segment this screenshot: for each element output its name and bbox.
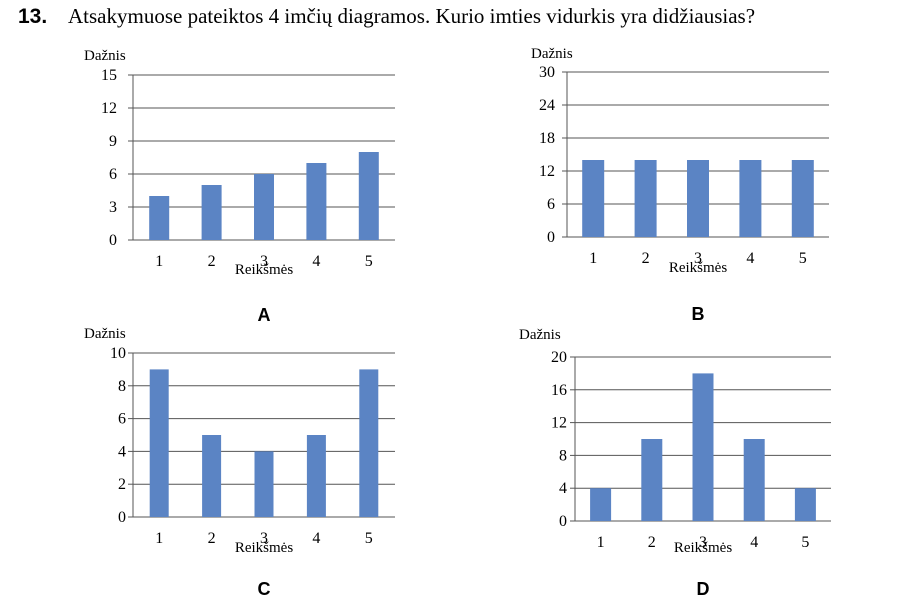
chart-b-answer-letter: B	[692, 304, 705, 324]
chart-a-ytick-label: 12	[101, 100, 117, 117]
chart-a-xtick-label: 1	[155, 253, 163, 270]
chart-b-bar	[739, 160, 762, 237]
chart-d-ytick-label: 4	[559, 480, 567, 497]
chart-c-ytick-label: 4	[118, 443, 126, 460]
chart-c-ytick-label: 0	[118, 509, 126, 526]
chart-d-xtick-label: 2	[648, 534, 656, 551]
chart-a-xtick-label: 5	[365, 253, 373, 270]
chart-c-ytick-label: 8	[118, 378, 126, 395]
chart-b-ytick-label: 0	[547, 229, 555, 246]
chart-d-xtick-label: 3	[699, 534, 707, 551]
chart-c-bar	[149, 369, 169, 517]
chart-a-bar	[149, 196, 170, 240]
chart-b-bar	[582, 160, 605, 237]
chart-b-xtick-label: 2	[642, 250, 650, 267]
chart-d-bar	[743, 439, 765, 521]
chart-a-ytick-label: 15	[101, 67, 117, 84]
chart-d-ytick-label: 8	[559, 447, 567, 464]
chart-c-bar	[202, 435, 222, 517]
chart-b-xlabel: Reikšmės	[669, 260, 727, 276]
chart-d-xtick-label: 1	[597, 534, 605, 551]
chart-c-ytick-label: 10	[110, 345, 126, 362]
chart-b-ylabel: Dažnis	[531, 46, 573, 62]
question: 13. Atsakymuose pateiktos 4 imčių diagram…	[18, 4, 755, 29]
chart-d-ytick-label: 16	[551, 382, 567, 399]
chart-a-bar	[254, 174, 274, 240]
chart-d-xtick-label: 5	[801, 534, 809, 551]
chart-a-answer-letter: A	[258, 305, 271, 325]
chart-a-ytick-label: 6	[109, 166, 117, 183]
chart-b-xtick-label: 5	[799, 250, 807, 267]
chart-b-ytick-label: 24	[539, 97, 555, 114]
question-text: Atsakymuose pateiktos 4 imčių diagramos.…	[68, 4, 756, 28]
chart-c-ytick-label: 2	[118, 476, 126, 493]
chart-a-ylabel: Dažnis	[84, 48, 126, 64]
chart-c-xtick-label: 3	[260, 530, 268, 547]
chart-a-xlabel: Reikšmės	[235, 262, 293, 278]
chart-b-ytick-label: 30	[539, 64, 555, 81]
chart-c-xlabel: Reikšmės	[235, 540, 293, 556]
chart-b-bar	[687, 160, 709, 237]
chart-c-bar	[359, 369, 379, 517]
chart-a-xtick-label: 2	[208, 253, 216, 270]
chart-b-ytick-label: 18	[539, 130, 555, 147]
chart-a-ytick-label: 3	[109, 199, 117, 216]
chart-a-xtick-label: 4	[312, 253, 320, 270]
chart-d-xtick-label: 4	[750, 534, 758, 551]
chart-a-xtick-label: 3	[260, 253, 268, 270]
chart-a-bar	[201, 185, 222, 240]
chart-a-bar	[358, 152, 379, 240]
chart-d-ytick-label: 0	[559, 513, 567, 530]
chart-c-xtick-label: 5	[365, 530, 373, 547]
chart-d-bar	[590, 488, 612, 521]
chart-d-xlabel: Reikšmės	[674, 540, 732, 556]
chart-c-bar	[254, 451, 274, 517]
chart-a-ytick-label: 0	[109, 232, 117, 249]
chart-b-xtick-label: 1	[589, 250, 597, 267]
chart-c-answer-letter: C	[258, 579, 271, 599]
question-number: 13.	[18, 5, 48, 28]
chart-d-bar	[692, 373, 714, 521]
chart-a-ytick-label: 9	[109, 133, 117, 150]
chart-b-ytick-label: 12	[539, 163, 555, 180]
chart-c-bar	[306, 435, 326, 517]
chart-d-answer-letter: D	[697, 579, 710, 599]
chart-c-ytick-label: 6	[118, 411, 126, 428]
chart-c-xtick-label: 1	[155, 530, 163, 547]
chart-d-ytick-label: 12	[551, 415, 567, 432]
chart-b-ytick-label: 6	[547, 196, 555, 213]
chart-a-bar	[306, 163, 327, 240]
chart-b-xtick-label: 4	[746, 250, 754, 267]
chart-b-bar	[634, 160, 657, 237]
chart-b-xtick-label: 3	[694, 250, 702, 267]
chart-c-xtick-label: 2	[208, 530, 216, 547]
chart-d-bar	[794, 488, 816, 521]
chart-c-ylabel: Dažnis	[84, 326, 126, 342]
chart-d-bar	[641, 439, 663, 521]
chart-b-bar	[791, 160, 814, 237]
chart-c-xtick-label: 4	[312, 530, 320, 547]
chart-d-ytick-label: 20	[551, 349, 567, 366]
chart-d-ylabel: Dažnis	[519, 327, 561, 343]
